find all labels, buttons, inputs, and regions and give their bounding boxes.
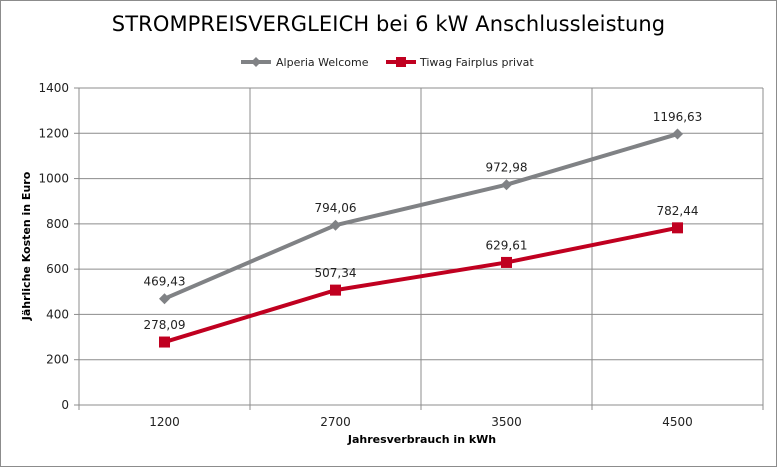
point-square-1-0 — [159, 336, 170, 348]
series-lines — [162, 132, 680, 345]
series-markers — [159, 128, 683, 348]
legend-label-0: Alperia Welcome — [276, 56, 369, 69]
y-tick-labels: 0 200 400 600 800 1000 1200 1400 — [38, 81, 69, 412]
x-tick-labels: 1200 2700 3500 4500 — [149, 415, 693, 429]
data-label-0-2: 972,98 — [486, 161, 528, 175]
y-tick-label-600: 600 — [46, 262, 69, 276]
legend-marker-0 — [251, 57, 261, 67]
point-diamond-0-0 — [159, 293, 170, 305]
data-label-0-3: 1196,63 — [653, 110, 703, 124]
x-axis-label: Jahresverbrauch in kWh — [347, 433, 496, 446]
series-line-1 — [162, 225, 680, 345]
y-axis-label: Jährliche Kosten in Euro — [20, 171, 33, 321]
y-tick-label-0: 0 — [61, 398, 69, 412]
point-diamond-0-2 — [501, 179, 512, 191]
legend-label-1: Tiwag Fairplus privat — [419, 56, 534, 69]
data-label-1-1: 507,34 — [315, 266, 357, 280]
y-tick-label-1200: 1200 — [38, 126, 69, 140]
point-diamond-0-1 — [330, 219, 341, 231]
point-square-1-3 — [672, 222, 683, 234]
y-tick-label-800: 800 — [46, 217, 69, 231]
data-label-1-2: 629,61 — [486, 238, 528, 252]
x-tick-label-3500: 3500 — [491, 415, 522, 429]
data-labels: 469,43 794,06 972,98 1196,63 278,09 507,34 629… — [144, 110, 703, 332]
point-square-1-1 — [330, 284, 341, 296]
x-tick-label-4500: 4500 — [662, 415, 693, 429]
data-label-1-3: 782,44 — [657, 204, 699, 218]
y-tick-label-1000: 1000 — [38, 172, 69, 186]
point-square-1-2 — [501, 256, 512, 268]
chart-title: STROMPREISVERGLEICH bei 6 kW Anschlussle… — [111, 12, 666, 36]
y-tick-label-200: 200 — [46, 353, 69, 367]
y-tick-label-400: 400 — [46, 307, 69, 321]
x-tick-label-2700: 2700 — [320, 415, 351, 429]
y-tick-label-1400: 1400 — [38, 81, 69, 95]
data-label-1-0: 278,09 — [144, 318, 186, 332]
point-diamond-0-3 — [672, 128, 683, 140]
data-label-0-0: 469,43 — [144, 275, 186, 289]
legend: Alperia Welcome Tiwag Fairplus privat — [241, 56, 534, 69]
axes — [74, 87, 764, 410]
x-tick-label-1200: 1200 — [149, 415, 180, 429]
series-line-0 — [162, 132, 680, 301]
gridlines — [79, 87, 764, 405]
data-label-0-1: 794,06 — [315, 201, 357, 215]
legend-marker-1 — [396, 57, 406, 67]
